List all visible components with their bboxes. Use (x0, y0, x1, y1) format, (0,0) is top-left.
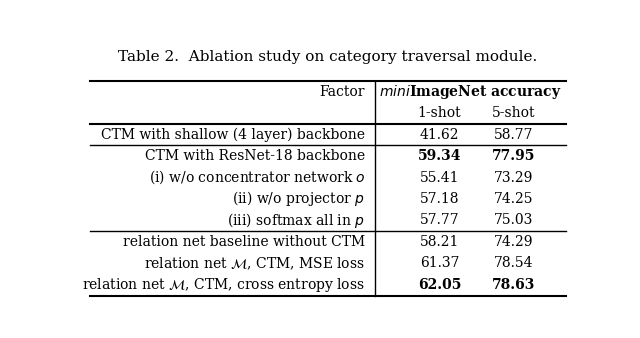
Text: relation net $\mathcal{M}$, CTM, MSE loss: relation net $\mathcal{M}$, CTM, MSE los… (145, 255, 365, 272)
Text: 41.62: 41.62 (420, 127, 460, 142)
Text: CTM with ResNet-18 backbone: CTM with ResNet-18 backbone (145, 149, 365, 163)
Text: 74.25: 74.25 (494, 192, 534, 206)
Text: Factor: Factor (320, 84, 365, 99)
Text: 78.54: 78.54 (494, 257, 534, 270)
Text: 58.77: 58.77 (494, 127, 534, 142)
Text: 5-shot: 5-shot (492, 106, 536, 120)
Text: 57.77: 57.77 (420, 214, 460, 227)
Text: $\mathit{mini}$ImageNet accuracy: $\mathit{mini}$ImageNet accuracy (380, 82, 562, 101)
Text: Table 2.  Ablation study on category traversal module.: Table 2. Ablation study on category trav… (118, 50, 538, 64)
Text: 74.29: 74.29 (494, 235, 534, 249)
Text: (i) w/o concentrator network $\mathit{o}$: (i) w/o concentrator network $\mathit{o}… (148, 169, 365, 186)
Text: 62.05: 62.05 (418, 278, 461, 292)
Text: 57.18: 57.18 (420, 192, 460, 206)
Text: 55.41: 55.41 (420, 171, 460, 185)
Text: relation net baseline without CTM: relation net baseline without CTM (123, 235, 365, 249)
Text: 78.63: 78.63 (492, 278, 536, 292)
Text: 1-shot: 1-shot (418, 106, 461, 120)
Text: (iii) softmax all in $\mathit{p}$: (iii) softmax all in $\mathit{p}$ (227, 211, 365, 230)
Text: 75.03: 75.03 (494, 214, 534, 227)
Text: CTM with shallow (4 layer) backbone: CTM with shallow (4 layer) backbone (101, 127, 365, 142)
Text: relation net $\mathcal{M}$, CTM, cross entropy loss: relation net $\mathcal{M}$, CTM, cross e… (83, 276, 365, 294)
Text: 77.95: 77.95 (492, 149, 536, 163)
Text: 61.37: 61.37 (420, 257, 460, 270)
Text: 59.34: 59.34 (418, 149, 461, 163)
Text: 73.29: 73.29 (494, 171, 534, 185)
Text: 58.21: 58.21 (420, 235, 460, 249)
Text: (ii) w/o projector $\mathit{p}$: (ii) w/o projector $\mathit{p}$ (232, 190, 365, 209)
